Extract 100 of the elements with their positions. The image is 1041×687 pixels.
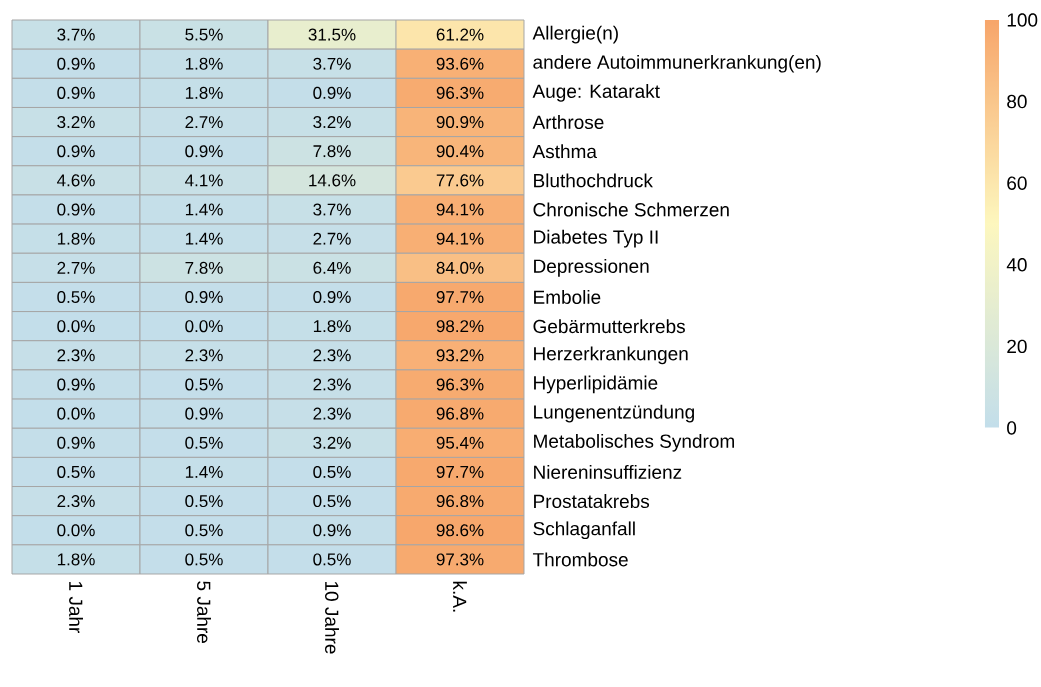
data-label: 3.7% bbox=[313, 203, 351, 216]
x-tick-label: 10 Jahre bbox=[325, 581, 339, 654]
data-label: 1.8% bbox=[185, 86, 223, 99]
data-label: 93.6% bbox=[436, 57, 484, 70]
data-label: 1.8% bbox=[57, 232, 95, 245]
data-label: 96.3% bbox=[436, 378, 484, 391]
data-label: 1.4% bbox=[185, 203, 223, 216]
data-label: 1.8% bbox=[313, 320, 351, 333]
data-label: 0.9% bbox=[313, 290, 351, 304]
data-label: 14.6% bbox=[309, 174, 356, 187]
data-label: 1.4% bbox=[185, 232, 223, 245]
y-tick-label: Niereninsuffizienz bbox=[534, 464, 682, 479]
data-label: 0.5% bbox=[313, 465, 351, 478]
data-label: 0.0% bbox=[57, 524, 95, 537]
data-label: 0.9% bbox=[57, 86, 95, 99]
y-tick-label: Schlaganfall bbox=[533, 521, 635, 540]
data-label: 0.9% bbox=[57, 203, 95, 216]
data-label: 94.1% bbox=[436, 203, 484, 216]
y-tick-label: Asthma bbox=[532, 144, 597, 159]
y-tick-label: Hyperlipidämie bbox=[534, 375, 658, 394]
data-label: 96.3% bbox=[436, 86, 484, 99]
y-tick-label: Herzerkrankungen bbox=[534, 346, 688, 365]
data-label: 7.8% bbox=[185, 261, 223, 274]
data-label: 1.8% bbox=[185, 57, 223, 70]
x-tick-label: 1 Jahr bbox=[69, 581, 83, 633]
data-label: 1.8% bbox=[57, 553, 95, 566]
data-label: 98.6% bbox=[436, 524, 484, 537]
data-label: 0.5% bbox=[185, 524, 223, 537]
data-label: 0.5% bbox=[57, 465, 95, 478]
y-tick-label: Chronische Schmerzen bbox=[533, 202, 729, 217]
color-bar-label: 0 bbox=[1007, 421, 1017, 435]
y-tick-label: Metabolisches Syndrom bbox=[534, 433, 734, 452]
y-tick-label: Auge: Katarakt bbox=[532, 84, 660, 102]
x-tick-label: k.A. bbox=[453, 581, 467, 612]
data-label: 0.5% bbox=[185, 495, 223, 508]
y-tick-label: Embolie bbox=[534, 290, 601, 304]
data-label: 31.5% bbox=[308, 28, 356, 41]
data-label: 95.4% bbox=[436, 436, 484, 449]
data-label: 94.1% bbox=[436, 232, 484, 245]
data-label: 0.5% bbox=[313, 553, 351, 566]
data-label: 0.5% bbox=[57, 290, 95, 304]
color-bar-label: 80 bbox=[1007, 94, 1027, 109]
data-label: 0.5% bbox=[313, 495, 351, 508]
data-label: 2.7% bbox=[185, 116, 223, 129]
data-label: 77.6% bbox=[436, 174, 484, 187]
y-tick-label: Depressionen bbox=[534, 258, 649, 277]
data-label: 90.9% bbox=[436, 116, 484, 129]
data-label: 0.5% bbox=[185, 553, 223, 566]
data-label: 2.7% bbox=[57, 261, 95, 274]
data-label: 61.2% bbox=[436, 28, 484, 41]
data-label: 2.3% bbox=[313, 349, 351, 362]
data-label: 2.3% bbox=[313, 378, 351, 391]
data-label: 96.8% bbox=[436, 495, 484, 508]
y-tick-label: andere Autoimmunerkrankung(en) bbox=[533, 54, 821, 73]
data-label: 0.0% bbox=[57, 320, 95, 333]
data-label: 93.2% bbox=[436, 349, 484, 362]
data-label: 98.2% bbox=[436, 320, 484, 333]
data-label: 90.4% bbox=[436, 145, 484, 158]
data-label: 97.7% bbox=[436, 465, 484, 478]
data-label: 3.7% bbox=[313, 57, 351, 70]
data-label: 84.0% bbox=[436, 261, 484, 274]
data-label: 0.9% bbox=[57, 436, 95, 449]
data-label: 0.9% bbox=[185, 290, 223, 304]
data-label: 2.3% bbox=[313, 407, 351, 420]
data-label: 6.4% bbox=[313, 261, 351, 274]
data-label: 97.3% bbox=[436, 553, 484, 566]
data-label: 0.5% bbox=[185, 378, 223, 391]
y-tick-label: Allergie(n) bbox=[532, 25, 618, 44]
data-label: 0.9% bbox=[313, 524, 351, 537]
data-label: 2.3% bbox=[57, 495, 95, 508]
y-tick-label: Bluthochdruck bbox=[534, 173, 653, 188]
y-tick-label: Thrombose bbox=[532, 552, 628, 567]
y-tick-label: Prostatakrebs bbox=[534, 494, 650, 509]
y-tick-label: Lungenentzündung bbox=[534, 404, 694, 423]
data-label: 7.8% bbox=[313, 145, 351, 158]
data-label: 0.9% bbox=[57, 378, 95, 391]
data-label: 1.4% bbox=[185, 465, 223, 478]
data-label: 0.9% bbox=[57, 57, 95, 70]
data-label: 0.5% bbox=[185, 436, 223, 449]
y-tick-label: Diabetes Typ II bbox=[534, 229, 658, 248]
data-label: 0.0% bbox=[185, 320, 223, 333]
data-label: 0.9% bbox=[185, 145, 223, 158]
data-label: 3.2% bbox=[313, 116, 351, 129]
data-label: 0.9% bbox=[313, 86, 351, 99]
x-tick-label: 5 Jahre bbox=[197, 581, 211, 644]
color-bar-label: 60 bbox=[1007, 176, 1027, 190]
data-label: 0.9% bbox=[185, 407, 223, 420]
data-label: 4.6% bbox=[57, 174, 95, 187]
data-label: 5.5% bbox=[185, 28, 223, 41]
data-label: 0.9% bbox=[57, 145, 95, 158]
data-label: 2.3% bbox=[185, 349, 223, 362]
data-label: 2.3% bbox=[57, 349, 95, 362]
data-label: 0.0% bbox=[57, 407, 95, 420]
data-label: 2.7% bbox=[313, 232, 351, 245]
y-tick-label: Arthrose bbox=[532, 115, 604, 130]
data-label: 3.2% bbox=[313, 436, 351, 449]
color-bar-label: 20 bbox=[1007, 339, 1027, 354]
color-bar-label: 100 bbox=[1007, 13, 1038, 27]
data-label: 3.2% bbox=[57, 116, 95, 129]
y-tick-label: Gebärmutterkrebs bbox=[533, 319, 685, 334]
